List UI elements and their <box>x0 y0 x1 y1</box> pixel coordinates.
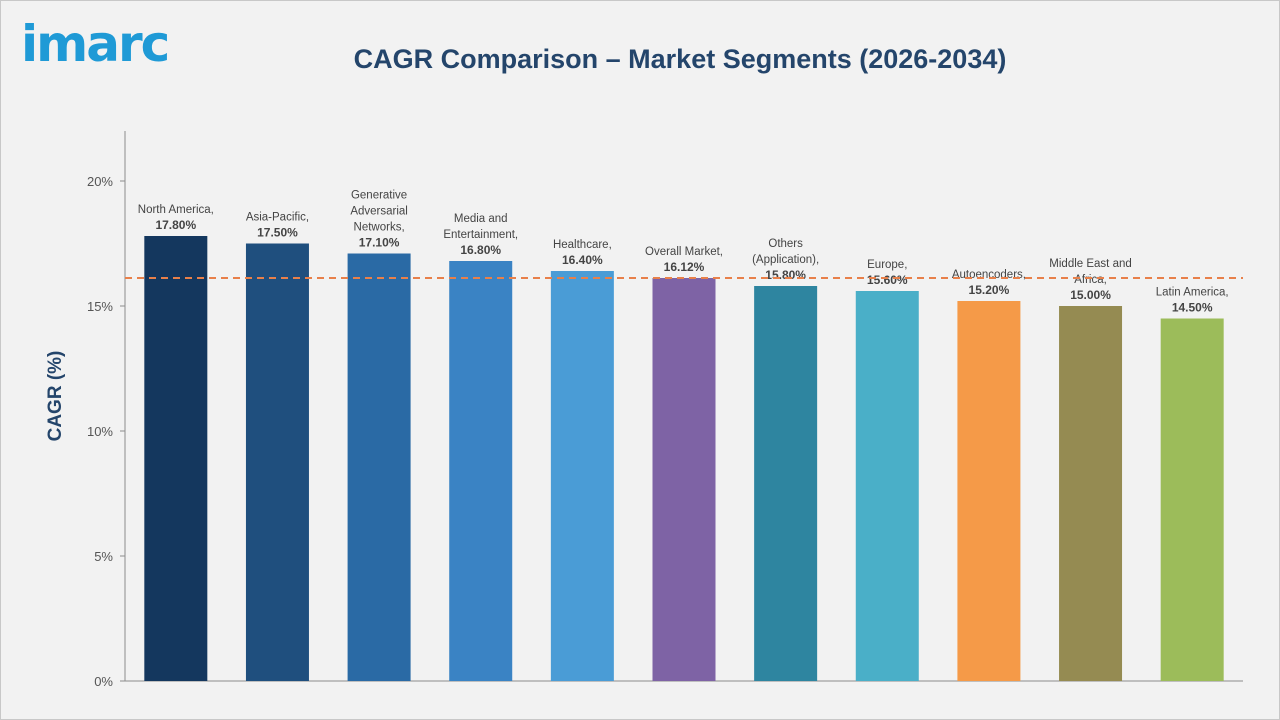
y-tick-label: 10% <box>87 424 113 439</box>
bar-category-label: Asia-Pacific, <box>246 212 309 224</box>
bar-category-label: Latin America, <box>1156 287 1229 299</box>
y-tick-label: 0% <box>94 674 113 689</box>
bar-value-label: 17.80% <box>155 218 196 232</box>
bar-category-label: (Application), <box>752 254 819 266</box>
bar-category-label: Healthcare, <box>553 239 612 251</box>
bar-category-label: Middle East and <box>1049 258 1131 270</box>
bar-value-label: 15.20% <box>969 283 1010 297</box>
bar <box>449 261 513 681</box>
bar <box>754 286 818 681</box>
bar <box>652 278 716 681</box>
y-tick-label: 20% <box>87 174 113 189</box>
bar <box>1059 306 1123 681</box>
bar-value-label: 16.80% <box>460 243 501 257</box>
bar <box>1160 318 1224 681</box>
chart-bar-labels: 17.80% North America, 17.50% Asia-Pacific, 1… <box>125 190 1243 315</box>
chart-bars <box>144 236 1224 681</box>
chart-title: CAGR Comparison – Market Segments (2026-… <box>353 44 1007 74</box>
bar <box>855 291 919 681</box>
bar-value-label: 15.80% <box>765 268 806 282</box>
bar-category-label: Media and <box>454 213 508 225</box>
y-tick-label: 5% <box>94 549 113 564</box>
bar-category-label: Europe, <box>867 259 907 271</box>
y-axis-title: CAGR (%) <box>45 351 66 442</box>
bar-category-label: Africa, <box>1074 274 1107 286</box>
bar-category-label: Others <box>768 238 803 250</box>
bar-category-label: Adversarial <box>350 206 408 218</box>
bar-category-label: Generative <box>351 190 407 202</box>
bar <box>245 243 309 681</box>
bar-category-label: Networks, <box>354 222 405 234</box>
chart-axes: 0% 5% 10% 15% 20% <box>87 131 1243 689</box>
bar-value-label: 17.10% <box>359 236 400 250</box>
imarc-logo: imarc <box>21 15 170 73</box>
bar <box>144 236 208 681</box>
bar-value-label: 14.50% <box>1172 301 1213 315</box>
bar-value-label: 15.60% <box>867 273 908 287</box>
y-tick-label: 15% <box>87 299 113 314</box>
bar-category-label: Autoencoders, <box>952 269 1026 281</box>
bar-category-label: North America, <box>138 204 214 216</box>
bar-value-label: 17.50% <box>257 226 298 240</box>
bar <box>550 271 614 681</box>
bar-value-label: 16.12% <box>664 260 705 274</box>
bar <box>957 301 1021 681</box>
bar-value-label: 15.00% <box>1070 288 1111 302</box>
bar-category-label: Entertainment, <box>443 229 518 241</box>
bar-value-label: 16.40% <box>562 253 603 267</box>
bar <box>347 253 411 681</box>
bar-category-label: Overall Market, <box>645 246 723 258</box>
